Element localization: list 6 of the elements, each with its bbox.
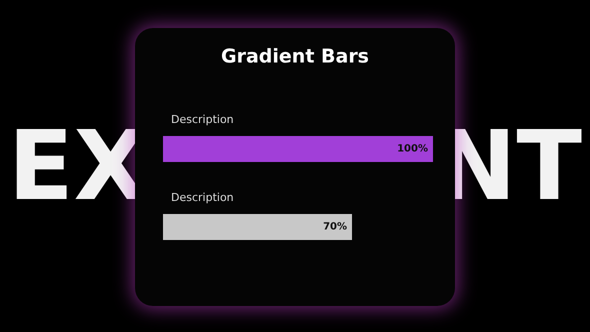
data-label: 70% xyxy=(323,222,347,232)
data-label: 100% xyxy=(397,144,428,154)
chart-title: Gradient Bars xyxy=(221,46,369,68)
text: EX xyxy=(8,110,148,222)
y-tick-label: Description xyxy=(171,191,234,204)
y-tick-label: Description xyxy=(171,113,234,126)
